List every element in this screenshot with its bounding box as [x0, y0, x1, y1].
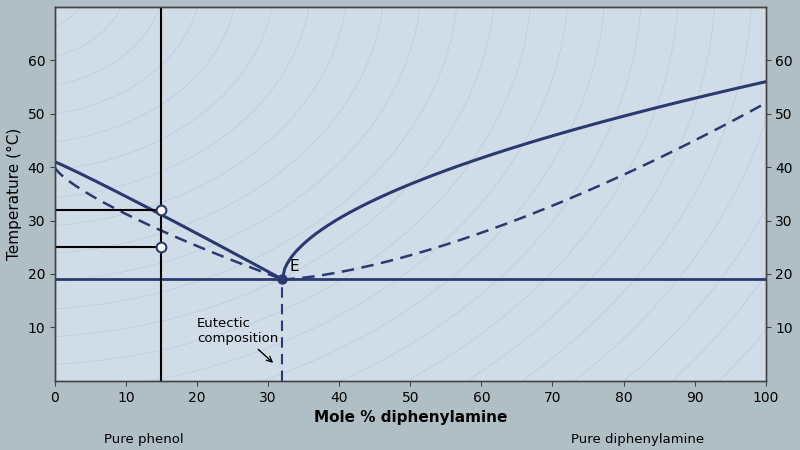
Text: E: E [290, 259, 299, 274]
Y-axis label: Temperature (°C): Temperature (°C) [7, 128, 22, 260]
Text: Pure phenol: Pure phenol [104, 432, 184, 446]
Text: Eutectic
composition: Eutectic composition [197, 317, 278, 362]
Text: Pure diphenylamine: Pure diphenylamine [571, 432, 704, 446]
X-axis label: Mole % diphenylamine: Mole % diphenylamine [314, 410, 507, 425]
